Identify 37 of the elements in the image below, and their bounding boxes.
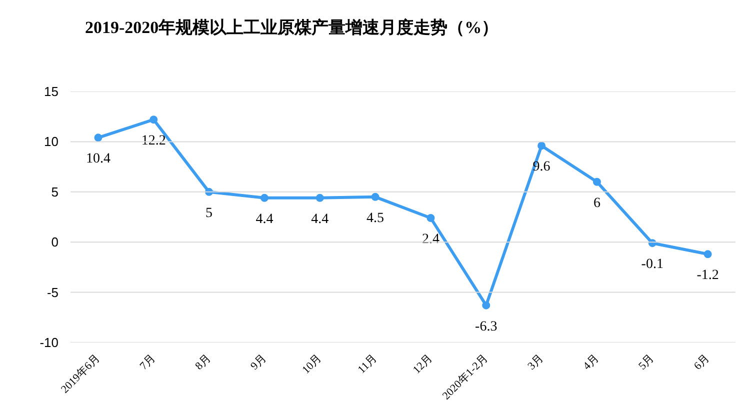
data-label: 5 bbox=[206, 206, 213, 221]
data-label: -1.2 bbox=[696, 268, 719, 284]
point bbox=[426, 214, 435, 222]
point bbox=[538, 142, 546, 150]
x-tick-label: 5月 bbox=[636, 352, 657, 372]
point bbox=[592, 178, 601, 186]
point bbox=[150, 116, 158, 124]
x-tick-label: 6月 bbox=[692, 352, 712, 372]
data-label: 10.4 bbox=[86, 152, 110, 167]
point bbox=[704, 250, 712, 258]
y-tick-label: 5 bbox=[51, 184, 59, 200]
chart-title: 2019-2020年规模以上工业原煤产量增速月度走势（%） bbox=[85, 18, 499, 38]
data-label: 4.4 bbox=[311, 212, 329, 227]
point bbox=[94, 134, 102, 142]
point bbox=[316, 194, 324, 202]
point bbox=[371, 192, 380, 201]
y-tick-label: -5 bbox=[46, 284, 59, 300]
x-tick-label: 11月 bbox=[356, 352, 380, 376]
y-tick-label: 0 bbox=[51, 234, 59, 250]
x-tick-label: 7月 bbox=[138, 352, 158, 372]
data-label: 12.2 bbox=[141, 134, 166, 149]
x-tick-label: 10月 bbox=[300, 352, 324, 376]
data-label: -6.3 bbox=[475, 319, 498, 334]
x-tick-label: 3月 bbox=[526, 352, 546, 372]
x-tick-label: 9月 bbox=[248, 352, 269, 372]
y-tick-label: -10 bbox=[40, 335, 59, 350]
x-tick-label: 4月 bbox=[581, 352, 602, 372]
y-tick-label: 15 bbox=[44, 84, 59, 99]
data-label: -0.1 bbox=[641, 257, 664, 272]
data-label: 4.4 bbox=[256, 212, 274, 227]
data-label: 6 bbox=[593, 196, 600, 211]
point bbox=[260, 194, 268, 202]
data-label: 4.5 bbox=[366, 210, 384, 226]
y-tick-label: 10 bbox=[44, 134, 59, 150]
x-tick-label: 12月 bbox=[410, 352, 435, 376]
x-tick-label: 8月 bbox=[193, 352, 214, 372]
point bbox=[482, 301, 490, 310]
